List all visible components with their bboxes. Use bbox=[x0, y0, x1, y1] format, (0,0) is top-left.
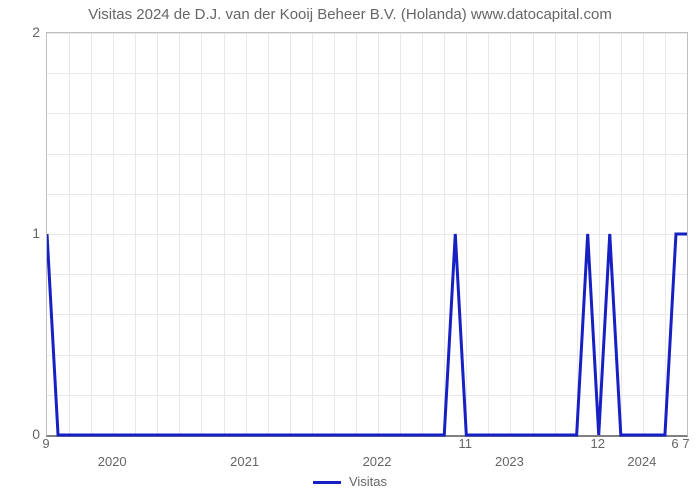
plot-area bbox=[46, 32, 688, 437]
legend: Visitas bbox=[0, 474, 700, 489]
x-top-label: 9 bbox=[42, 436, 49, 451]
x-top-label: 7 bbox=[682, 436, 689, 451]
y-tick-label: 1 bbox=[24, 225, 40, 241]
x-tick-label: 2020 bbox=[98, 454, 127, 469]
x-top-label: 12 bbox=[590, 436, 604, 451]
x-tick-label: 2024 bbox=[627, 454, 656, 469]
x-tick-label: 2022 bbox=[363, 454, 392, 469]
y-tick-label: 0 bbox=[24, 426, 40, 442]
x-top-label: 11 bbox=[459, 436, 473, 451]
chart-container: Visitas 2024 de D.J. van der Kooij Behee… bbox=[0, 0, 700, 500]
x-top-label: 6 bbox=[671, 436, 678, 451]
y-tick-label: 2 bbox=[24, 24, 40, 40]
line-series bbox=[47, 33, 687, 437]
chart-title: Visitas 2024 de D.J. van der Kooij Behee… bbox=[0, 6, 700, 23]
x-tick-label: 2021 bbox=[230, 454, 259, 469]
x-tick-label: 2023 bbox=[495, 454, 524, 469]
legend-label: Visitas bbox=[349, 474, 387, 489]
legend-swatch bbox=[313, 481, 341, 484]
